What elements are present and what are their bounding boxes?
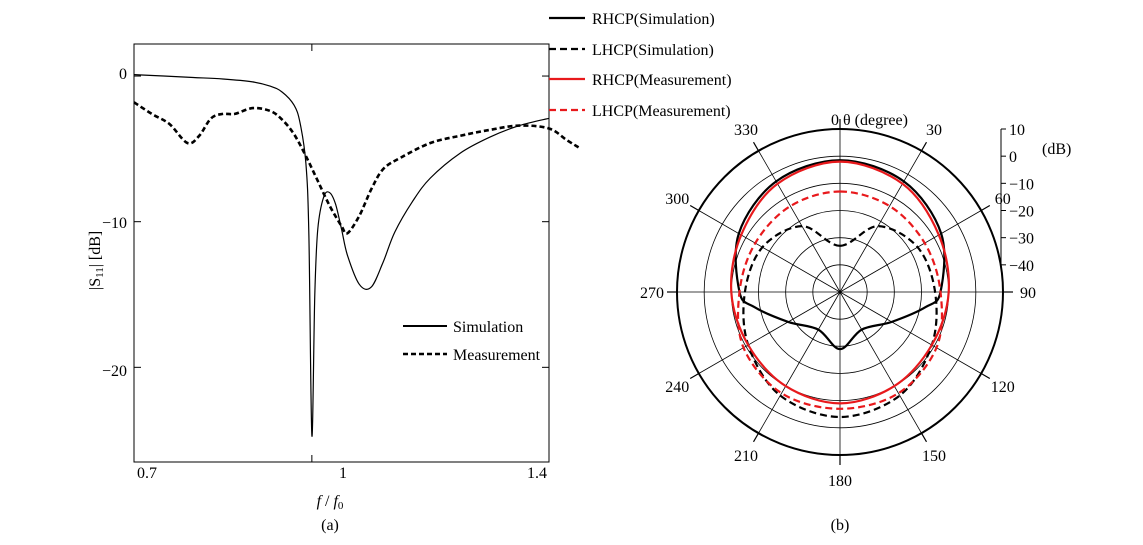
polar-angle-label: 90 [1020,285,1036,302]
s11-ylabel-post: | [dB] [87,231,104,268]
polar-spoke-tick [752,141,760,152]
s11-plot-frame [133,43,550,463]
polar-legend-label-lhcp-sim: LHCP(Simulation) [592,42,714,59]
polar-r-tick-label: −20 [1009,204,1034,221]
polar-r-tick-label: 0 [1009,149,1017,166]
polar-series-rhcp-measurement [729,160,951,405]
s11-legend-label-simulation: Simulation [453,319,523,336]
polar-angle-label: 150 [922,448,946,465]
s11-series-measurement [133,101,580,235]
polar-legend-label-rhcp-meas: RHCP(Measurement) [592,72,732,89]
polar-radial-axis: 10 0 −10 −20 −30 −40 [1000,122,1034,275]
polar-spoke [839,291,922,434]
polar-r-tick-label: −40 [1009,258,1034,275]
s11-ytick-label: −20 [102,363,127,380]
polar-angle-label: 30 [926,122,942,139]
panel-a-label: (a) [321,517,339,534]
polar-legend-label-lhcp-meas: LHCP(Measurement) [592,103,731,120]
polar-angle-label: 180 [828,473,852,490]
polar-spoke [698,291,841,374]
s11-x-axis-label: f / f0 [317,493,344,512]
s11-legend: Simulation Measurement [403,319,541,364]
polar-angle-label: 330 [734,122,758,139]
s11-y-axis-label: |S11| [dB] [87,231,106,290]
s11-xlabel-f0: f [333,493,340,510]
polar-spoke [839,210,982,293]
s11-ytick-label: 0 [119,66,127,83]
polar-spoke-tick [752,432,760,443]
polar-r-unit: (dB) [1042,141,1071,158]
polar-r-tick-label: −30 [1009,231,1034,248]
s11-xtick-label: 1.4 [527,465,547,482]
s11-xtick-label: 1 [339,465,347,482]
polar-angle-label: 300 [665,191,689,208]
polar-spoke-tick [689,372,700,380]
polar-legend-label-rhcp-sim: RHCP(Simulation) [592,11,715,28]
polar-legend: RHCP(Simulation) LHCP(Simulation) RHCP(M… [549,11,732,120]
polar-spoke [839,150,922,293]
polar-spoke-tick [980,372,991,380]
s11-ylabel-sub: 11 [94,267,106,278]
polar-series-lhcp-measurement [736,190,944,410]
polar-spoke-tick [980,204,991,212]
s11-xlabel-f: f [317,493,324,510]
s11-xlabel-sub: 0 [338,500,344,512]
s11-ylabel-pre: |S [87,278,104,290]
polar-spoke [758,291,841,434]
polar-r-tick-label: −10 [1009,176,1034,193]
polar-spoke-tick [920,432,928,443]
polar-angle-label: 60 [995,191,1011,208]
polar-spoke-tick [689,204,700,212]
polar-series-rhcp-simulation [734,159,946,351]
panel-b-label: (b) [831,517,850,534]
s11-chart: 0 −10 −20 0.7 1 1.4 |S11| [dB] f / f0 (a… [87,43,580,534]
polar-r-tick-label: 10 [1009,122,1025,139]
s11-series-simulation [133,74,550,437]
polar-spoke-tick [920,141,928,152]
polar-spoke [698,210,841,293]
polar-angle-label: 270 [640,285,664,302]
polar-angle-label: 120 [991,379,1015,396]
s11-xlabel-slash: / [321,493,333,510]
s11-ytick-label: −10 [102,215,127,232]
polar-angle-title-text: θ (degree) [843,112,908,129]
s11-xtick-label: 0.7 [137,465,157,482]
polar-spoke [839,291,982,374]
polar-spoke [758,150,841,293]
polar-angle-label: 240 [665,379,689,396]
polar-series-lhcp-simulation [742,224,938,419]
polar-angle-label: 210 [734,448,758,465]
polar-zero-label: 0 [831,112,839,129]
s11-legend-label-measurement: Measurement [453,347,541,364]
